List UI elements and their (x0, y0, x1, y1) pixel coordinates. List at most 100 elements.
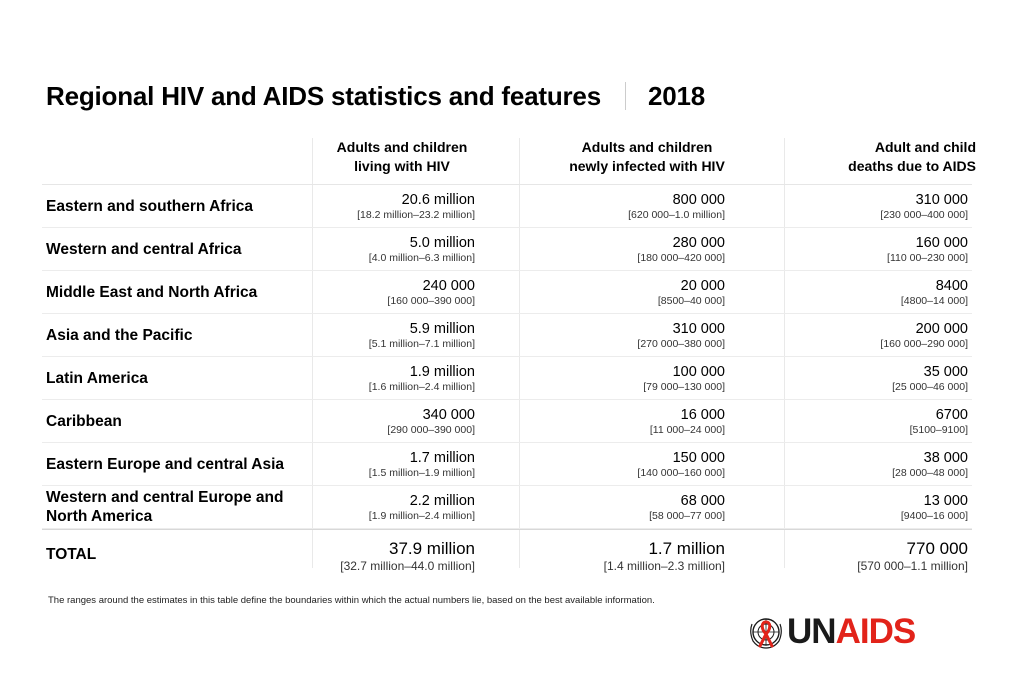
new-infections-value: 150 000 (672, 450, 725, 466)
title-year: 2018 (647, 80, 705, 111)
new-infections-cell: 800 000 [620 000–1.0 million] (628, 192, 725, 222)
living-range: [1.9 million–2.4 million] (368, 510, 475, 522)
living-cell: 2.2 million [1.9 million–2.4 million] (369, 493, 475, 523)
title-text: Regional HIV and AIDS statistics and fea… (46, 80, 601, 111)
table-row: Western and central Africa 5.0 million [4… (42, 228, 972, 271)
page-title: Regional HIV and AIDS statistics and fea… (46, 78, 705, 114)
logo-aids: AIDS (835, 612, 917, 651)
total-new-infections-value: 1.7 million (648, 539, 725, 558)
footnote: The ranges around the estimates in this … (48, 595, 655, 606)
living-value: 240 000 (422, 278, 475, 294)
header-aids-deaths: Adult and child deaths due to AIDS (848, 139, 976, 174)
deaths-cell: 200 000 [160 000–290 000] (880, 321, 968, 351)
header-living-with-hiv: Adults and children living with HIV (336, 139, 468, 174)
header-newly-infected: Adults and children newly infected with … (569, 139, 725, 174)
region-label: Eastern Europe and central Asia (46, 455, 285, 473)
new-infections-range: [8500–40 000] (657, 295, 725, 307)
living-value: 340 000 (422, 407, 475, 423)
title-divider (624, 82, 626, 110)
living-range: [4.0 million–6.3 million] (368, 252, 475, 264)
deaths-cell: 8400 [4800–14 000] (901, 278, 968, 308)
living-range: [1.5 million–1.9 million] (368, 467, 475, 479)
total-living-cell: 37.9 million [32.7 million–44.0 million] (340, 539, 475, 574)
logo-un: UN (787, 612, 837, 651)
new-infections-range: [79 000–130 000] (643, 381, 725, 393)
new-infections-range: [11 000–24 000] (649, 424, 725, 436)
living-cell: 5.9 million [5.1 million–7.1 million] (369, 321, 475, 351)
column-divider (519, 138, 520, 568)
deaths-value: 6700 (935, 407, 968, 423)
new-infections-value: 20 000 (680, 278, 725, 294)
table-row: Western and central Europe and North Ame… (42, 486, 972, 529)
new-infections-range: [58 000–77 000] (649, 510, 725, 522)
deaths-range: [28 000–48 000] (892, 467, 968, 479)
living-value: 1.9 million (409, 364, 475, 380)
column-divider (784, 138, 785, 568)
deaths-cell: 310 000 [230 000–400 000] (880, 192, 968, 222)
living-value: 1.7 million (409, 450, 475, 466)
total-label: TOTAL (46, 545, 97, 563)
table-row: Middle East and North Africa 240 000 [160… (42, 271, 972, 314)
new-infections-cell: 16 000 [11 000–24 000] (650, 407, 725, 437)
table-row: Eastern and southern Africa 20.6 million… (42, 185, 972, 228)
deaths-cell: 13 000 [9400–16 000] (901, 493, 968, 523)
new-infections-cell: 150 000 [140 000–160 000] (637, 450, 725, 480)
table-header: Adults and children living with HIV Adul… (42, 138, 976, 185)
new-infections-value: 280 000 (672, 235, 725, 251)
region-label: Asia and the Pacific (46, 326, 193, 344)
deaths-cell: 35 000 [25 000–46 000] (892, 364, 968, 394)
deaths-cell: 6700 [5100–9100] (910, 407, 968, 437)
column-divider (312, 138, 313, 568)
total-deaths-cell: 770 000 [570 000–1.1 million] (857, 539, 968, 574)
deaths-range: [9400–16 000] (900, 510, 968, 522)
total-deaths-range: [570 000–1.1 million] (857, 559, 968, 573)
new-infections-cell: 68 000 [58 000–77 000] (649, 493, 725, 523)
new-infections-cell: 100 000 [79 000–130 000] (643, 364, 725, 394)
region-label: Latin America (46, 369, 148, 387)
deaths-value: 160 000 (915, 235, 968, 251)
new-infections-range: [140 000–160 000] (637, 467, 725, 479)
new-infections-range: [270 000–380 000] (637, 338, 725, 350)
total-living-range: [32.7 million–44.0 million] (340, 559, 475, 573)
new-infections-value: 310 000 (672, 321, 725, 337)
new-infections-cell: 310 000 [270 000–380 000] (637, 321, 725, 351)
living-cell: 1.7 million [1.5 million–1.9 million] (369, 450, 475, 480)
living-cell: 5.0 million [4.0 million–6.3 million] (369, 235, 475, 265)
living-value: 5.9 million (409, 321, 475, 337)
deaths-range: [4800–14 000] (900, 295, 968, 307)
unaids-logo: UNAIDS (748, 611, 917, 653)
living-range: [5.1 million–7.1 million] (368, 338, 475, 350)
deaths-range: [110 00–230 000] (887, 252, 968, 264)
living-cell: 20.6 million [18.2 million–23.2 million] (357, 192, 475, 222)
deaths-value: 310 000 (915, 192, 968, 208)
deaths-range: [25 000–46 000] (892, 381, 968, 393)
total-new-infections-cell: 1.7 million [1.4 million–2.3 million] (604, 539, 725, 574)
table-row: Caribbean 340 000 [290 000–390 000] 16 00… (42, 400, 972, 443)
living-cell: 1.9 million [1.6 million–2.4 million] (369, 364, 475, 394)
living-range: [18.2 million–23.2 million] (357, 209, 475, 221)
deaths-value: 200 000 (915, 321, 968, 337)
new-infections-value: 100 000 (672, 364, 725, 380)
table-row: Latin America 1.9 million [1.6 million–2.… (42, 357, 972, 400)
region-label: Western and central Europe and North Ame… (46, 489, 284, 525)
deaths-value: 35 000 (923, 364, 968, 380)
deaths-value: 38 000 (923, 450, 968, 466)
deaths-range: [160 000–290 000] (880, 338, 968, 350)
living-range: [290 000–390 000] (387, 424, 475, 436)
logo-wordmark: UNAIDS (787, 612, 917, 652)
deaths-value: 8400 (935, 278, 968, 294)
new-infections-value: 68 000 (680, 493, 725, 509)
statistics-table: Adults and children living with HIV Adul… (42, 138, 976, 578)
region-label: Western and central Africa (46, 240, 242, 258)
un-emblem-icon (748, 614, 784, 650)
new-infections-value: 800 000 (672, 192, 725, 208)
deaths-range: [5100–9100] (909, 424, 968, 436)
new-infections-range: [620 000–1.0 million] (628, 209, 725, 221)
new-infections-cell: 20 000 [8500–40 000] (658, 278, 725, 308)
living-value: 5.0 million (409, 235, 475, 251)
total-new-infections-range: [1.4 million–2.3 million] (603, 559, 725, 573)
living-value: 20.6 million (401, 192, 475, 208)
deaths-cell: 38 000 [28 000–48 000] (892, 450, 968, 480)
new-infections-cell: 280 000 [180 000–420 000] (637, 235, 725, 265)
total-row: TOTAL 37.9 million [32.7 million–44.0 mil… (42, 529, 972, 578)
